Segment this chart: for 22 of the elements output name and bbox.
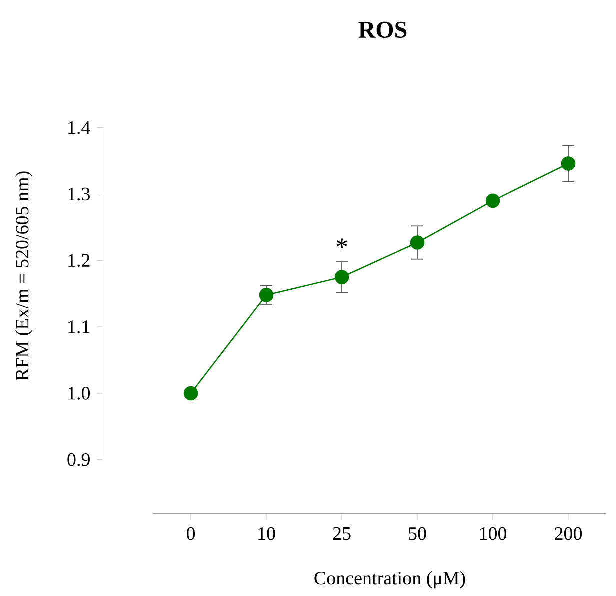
x-tick-label: 10 <box>258 527 276 540</box>
point <box>259 288 274 302</box>
y-axis-title: RFM (Ex/m = 520/605 nm) <box>15 172 33 381</box>
x-axis-title: Concentration (μM) <box>314 571 466 589</box>
y-tick-label: 1.3 <box>68 188 90 201</box>
point <box>184 386 198 401</box>
y-tick-label: 1.2 <box>68 254 90 268</box>
x-tick-label: 25 <box>333 527 351 540</box>
x-tick-label: 200 <box>555 527 582 540</box>
x-tick-label: 100 <box>480 527 507 540</box>
y-tick-label: 0.9 <box>68 453 90 466</box>
chart-title: ROS <box>358 22 407 38</box>
y-tick-label: 1.1 <box>68 320 90 334</box>
point <box>410 236 425 250</box>
x-tick-label: 50 <box>409 527 426 540</box>
point <box>334 270 350 284</box>
annotation: * <box>336 238 348 248</box>
y-tick-label: 1.0 <box>68 387 90 400</box>
y-tick-label: 1.4 <box>68 121 90 134</box>
point <box>561 156 576 171</box>
x-tick-label: 0 <box>186 527 196 540</box>
point <box>486 194 500 208</box>
